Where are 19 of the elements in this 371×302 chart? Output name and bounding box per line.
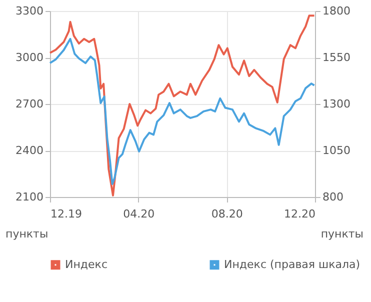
x-tick-label: 08.20 (211, 208, 243, 220)
y2-tick-label: 1800 (322, 4, 350, 18)
y2-axis-title: пункты (320, 228, 364, 240)
y-tick-label: 2700 (16, 98, 44, 110)
y-axis-title: пункты (6, 228, 48, 240)
y-tick-label: 3000 (16, 51, 44, 64)
y-tick-label: 2100 (16, 190, 44, 204)
y2-tick-label: 1050 (322, 144, 350, 157)
y2-tick-label: 800 (322, 190, 344, 204)
legend-label: Индекс (65, 258, 108, 271)
y2-tick-label: 1550 (322, 51, 350, 64)
x-tick-label: 12.20 (284, 208, 316, 220)
y-tick-label: 3300 (16, 4, 44, 18)
legend-label: Индекс (правая шкала) (224, 258, 360, 271)
x-tick-label: 04.20 (123, 208, 155, 220)
x-tick-label: 12.19 (50, 208, 82, 220)
y2-tick-label: 1300 (322, 98, 350, 110)
line-series (49, 38, 316, 185)
y-tick-label: 2400 (16, 144, 44, 157)
